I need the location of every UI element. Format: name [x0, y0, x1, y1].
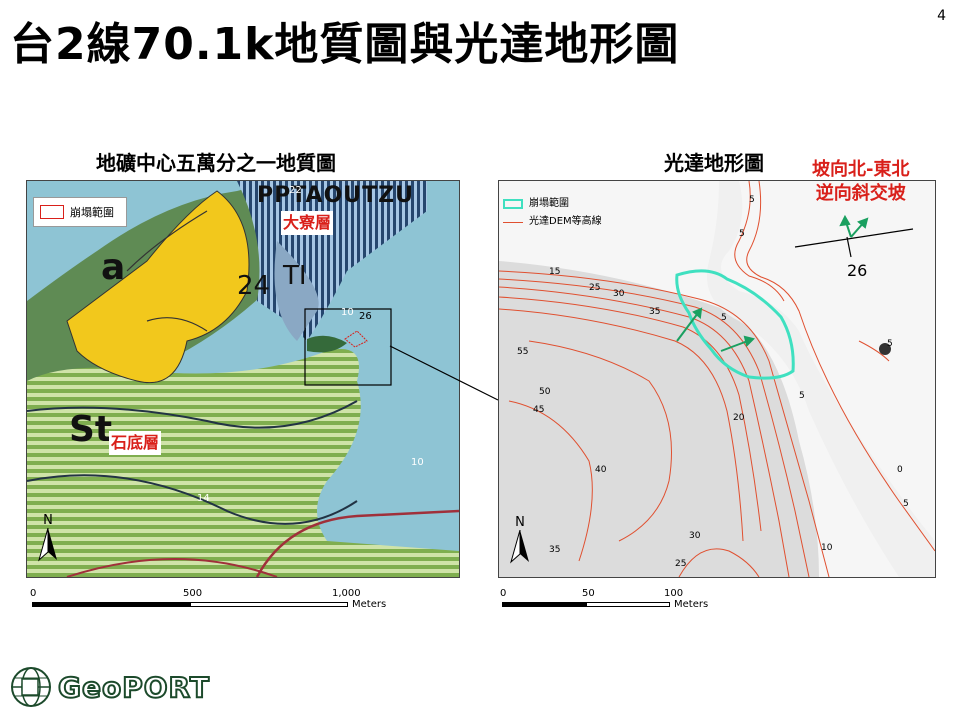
- logo-text: GeoPORT: [57, 670, 210, 705]
- contour-label: 5: [749, 195, 755, 205]
- contour-label: 25: [589, 283, 601, 293]
- legend-label: 崩塌範圍: [529, 198, 569, 209]
- contour-label: 5: [799, 391, 805, 401]
- contour-label: 45: [533, 405, 545, 415]
- scale-tick: 500: [183, 588, 203, 599]
- contour-label: 55: [517, 347, 529, 357]
- contour-label: 5: [887, 339, 893, 349]
- dip-value: 22: [289, 185, 302, 196]
- north-arrow-icon: [38, 528, 57, 562]
- geology-map-title: 地礦中心五萬分之一地質圖: [96, 151, 336, 175]
- legend-item-slide: 崩塌範圍: [503, 195, 635, 213]
- formation-label-upper: 大寮層: [281, 211, 334, 235]
- contour-legend-swatch: [503, 221, 523, 223]
- contour-label: 30: [689, 531, 701, 541]
- geology-map-panel: 崩塌範圍 a St PPTAOUTZU 24 TI 大寮層 石底層 22 10 …: [26, 180, 460, 578]
- map-label-ti: TI: [283, 261, 307, 291]
- map-label-st: St: [69, 409, 113, 450]
- scale-tick: 1,000: [332, 588, 361, 599]
- contour-label: 20: [733, 413, 745, 423]
- contour-label: 10: [821, 543, 833, 553]
- lidar-map-panel: 崩塌範圍 光達DEM等高線 15 25 30 35 5 55 50 45 40 …: [498, 180, 936, 578]
- dip-value: 10: [411, 457, 424, 468]
- contour-label: 40: [595, 465, 607, 475]
- geology-legend-box: 崩塌範圍: [33, 197, 127, 227]
- map-label-a: a: [101, 247, 126, 288]
- scale-tick: 50: [582, 588, 595, 599]
- geology-legend-label: 崩塌範圍: [70, 206, 114, 219]
- scale-tick: 0: [30, 588, 37, 599]
- scale-tick: 100: [664, 588, 684, 599]
- contour-label: 5: [903, 499, 909, 509]
- geoport-logo: GeoPORT: [10, 666, 210, 708]
- north-label: N: [515, 515, 525, 530]
- lidar-legend-box: 崩塌範圍 光達DEM等高線: [503, 195, 635, 231]
- legend-item-contour: 光達DEM等高線: [503, 213, 635, 231]
- scale-tick: 0: [500, 588, 507, 599]
- page-title: 台2線70.1k地質圖與光達地形圖: [10, 19, 680, 70]
- slide-area-legend-swatch: [40, 205, 64, 219]
- contour-label: 5: [721, 313, 727, 323]
- lidar-map-title: 光達地形圖: [664, 151, 764, 175]
- north-arrow: N: [37, 513, 59, 562]
- geoport-globe-icon: [11, 667, 51, 707]
- lidar-map-graphic: [499, 181, 935, 577]
- map-label-24: 24: [237, 271, 271, 301]
- formation-label-lower: 石底層: [109, 431, 162, 455]
- contour-label: 50: [539, 387, 551, 397]
- legend-label: 光達DEM等高線: [529, 216, 602, 227]
- north-label: N: [43, 513, 53, 528]
- dip-strike-symbol: [794, 228, 914, 258]
- slope-type-text: 逆向斜交坡: [815, 183, 906, 204]
- map-label-ptz: PPTAOUTZU: [257, 183, 414, 208]
- contour-label: 5: [739, 229, 745, 239]
- dip-value: 14: [197, 493, 210, 504]
- lidar-scale-bar: 0 50 100 Meters: [500, 588, 742, 612]
- dip-value: 26: [359, 311, 372, 322]
- contour-label: 35: [649, 307, 661, 317]
- slope-direction-text: 坡向北-東北: [812, 159, 910, 180]
- scale-unit: Meters: [674, 599, 709, 610]
- contour-label: 0: [897, 465, 903, 475]
- dip-value: 26: [847, 261, 868, 280]
- slope-annotation: 坡向北-東北 逆向斜交坡: [812, 158, 909, 206]
- page-number: 4: [937, 8, 946, 24]
- dip-value: 10: [341, 307, 354, 318]
- contour-label: 25: [675, 559, 687, 569]
- contour-label: 35: [549, 545, 561, 555]
- north-arrow-icon: [510, 530, 529, 564]
- north-arrow: N: [509, 515, 531, 564]
- slide-area-legend-swatch: [503, 199, 523, 209]
- contour-label: 30: [613, 289, 625, 299]
- geology-scale-bar: 0 500 1,000 Meters: [30, 588, 412, 612]
- contour-label: 15: [549, 267, 561, 277]
- scale-unit: Meters: [352, 599, 387, 610]
